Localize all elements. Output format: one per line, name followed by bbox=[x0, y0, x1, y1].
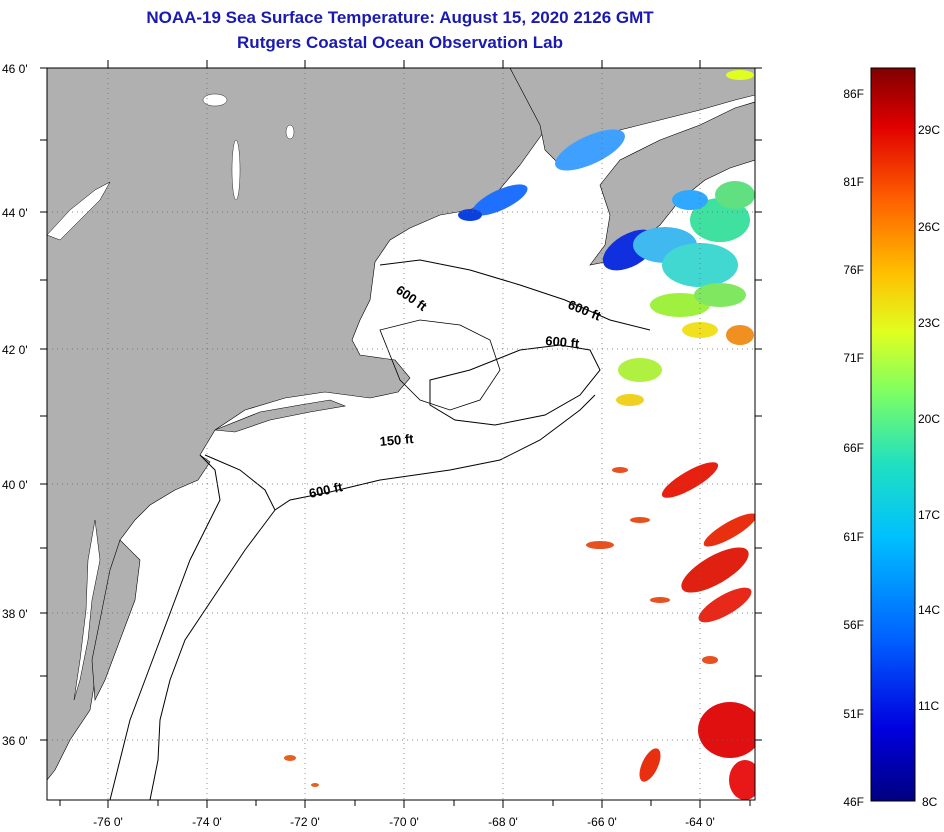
lat-label: 42 0' bbox=[2, 343, 28, 357]
sst-patch-mid bbox=[616, 283, 754, 406]
colorbar-c-label: 29C bbox=[918, 123, 940, 137]
colorbar bbox=[870, 67, 916, 802]
contour-gulf-maine bbox=[379, 259, 651, 331]
colorbar-f-label: 76F bbox=[843, 263, 864, 277]
map-title: NOAA-19 Sea Surface Temperature: August … bbox=[146, 8, 654, 27]
graticule bbox=[47, 68, 755, 800]
lat-label: 36 0' bbox=[2, 734, 28, 748]
colorbar-f-label: 71F bbox=[843, 351, 864, 365]
sst-patch-warm bbox=[284, 462, 755, 800]
colorbar-c-label: 14C bbox=[918, 603, 940, 617]
colorbar-c-labels: 29C 26C 23C 20C 17C 14C 11C 8C bbox=[918, 123, 940, 809]
colorbar-f-label: 46F bbox=[843, 795, 864, 809]
lon-label: -70 0' bbox=[389, 815, 419, 829]
colorbar-c-label: 8C bbox=[922, 795, 938, 809]
colorbar-f-label: 66F bbox=[843, 441, 864, 455]
colorbar-c-label: 11C bbox=[918, 699, 939, 713]
colorbar-c-label: 26C bbox=[918, 220, 940, 234]
chesapeake-bay bbox=[73, 519, 101, 701]
lat-label: 44 0' bbox=[2, 206, 28, 220]
land-long-island bbox=[214, 399, 347, 433]
contour-600ft bbox=[149, 454, 276, 800]
lon-label: -76 0' bbox=[93, 815, 123, 829]
contour-label-150: 150 ft bbox=[379, 431, 415, 449]
lat-label: 40 0' bbox=[2, 478, 28, 492]
contour-georges bbox=[429, 344, 601, 426]
lon-label: -64 0' bbox=[685, 815, 715, 829]
lake-ontario bbox=[47, 181, 111, 241]
contour-600ft-shelf bbox=[274, 394, 596, 511]
lon-label: -74 0' bbox=[192, 815, 222, 829]
colorbar-c-label: 17C bbox=[918, 508, 940, 522]
lat-labels: 46 0' 44 0' 42 0' 40 0' 38 0' 36 0' bbox=[2, 62, 28, 748]
lat-label: 38 0' bbox=[2, 607, 28, 621]
map-frame bbox=[46, 67, 756, 801]
colorbar-f-labels: 86F 81F 76F 71F 66F 61F 56F 51F 46F bbox=[843, 87, 864, 809]
contour-label-600: 600 ft bbox=[545, 333, 581, 351]
land-delmarva bbox=[91, 539, 141, 702]
colorbar-c-label: 23C bbox=[918, 316, 940, 330]
map-subtitle: Rutgers Coastal Ocean Observation Lab bbox=[237, 33, 563, 52]
sst-patch-cool bbox=[458, 70, 755, 287]
land-new-brunswick bbox=[509, 68, 755, 166]
colorbar-f-label: 86F bbox=[843, 87, 864, 101]
colorbar-f-label: 81F bbox=[843, 175, 864, 189]
lon-labels: -76 0' -74 0' -72 0' -70 0' -68 0' -66 0… bbox=[93, 815, 715, 829]
axis-ticks bbox=[40, 60, 762, 808]
contour-150ft bbox=[109, 454, 221, 800]
colorbar-f-label: 56F bbox=[843, 618, 864, 632]
lon-label: -66 0' bbox=[587, 815, 617, 829]
colorbar-f-label: 51F bbox=[843, 707, 864, 721]
contour-label-600: 600 ft bbox=[308, 479, 345, 501]
colorbar-c-label: 20C bbox=[918, 412, 940, 426]
lon-label: -68 0' bbox=[488, 815, 518, 829]
colorbar-f-label: 61F bbox=[843, 530, 864, 544]
lon-label: -72 0' bbox=[290, 815, 320, 829]
contour-inner bbox=[379, 319, 501, 411]
lat-label: 46 0' bbox=[2, 62, 28, 76]
